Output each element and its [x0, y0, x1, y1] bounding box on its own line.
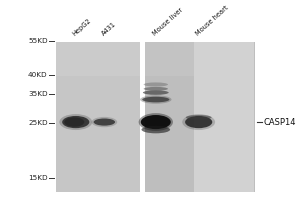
Bar [145, 42, 255, 192]
Ellipse shape [144, 82, 168, 87]
Ellipse shape [62, 116, 89, 128]
Ellipse shape [143, 90, 169, 95]
Text: 25KD: 25KD [28, 120, 48, 126]
Bar [145, 42, 194, 76]
Ellipse shape [140, 95, 172, 104]
Ellipse shape [141, 115, 171, 129]
Text: A431: A431 [100, 21, 117, 37]
Ellipse shape [182, 114, 215, 130]
Ellipse shape [144, 87, 168, 91]
Bar [56, 42, 140, 192]
Ellipse shape [64, 117, 84, 127]
Text: CASP14: CASP14 [263, 118, 296, 127]
Text: HepG2: HepG2 [72, 17, 93, 37]
Ellipse shape [142, 126, 170, 133]
Ellipse shape [94, 118, 115, 126]
Ellipse shape [92, 117, 117, 127]
Text: Mouse liver: Mouse liver [152, 7, 184, 37]
Text: 40KD: 40KD [28, 72, 48, 78]
Text: 35KD: 35KD [28, 91, 48, 97]
Text: 15KD: 15KD [28, 175, 48, 181]
Ellipse shape [186, 115, 211, 120]
Text: Mouse heart: Mouse heart [195, 4, 230, 37]
Ellipse shape [185, 116, 212, 128]
Ellipse shape [59, 114, 92, 130]
Text: 55KD: 55KD [28, 38, 48, 44]
Bar [56, 42, 140, 76]
Ellipse shape [139, 113, 173, 131]
Ellipse shape [142, 97, 169, 102]
Bar [194, 42, 254, 192]
